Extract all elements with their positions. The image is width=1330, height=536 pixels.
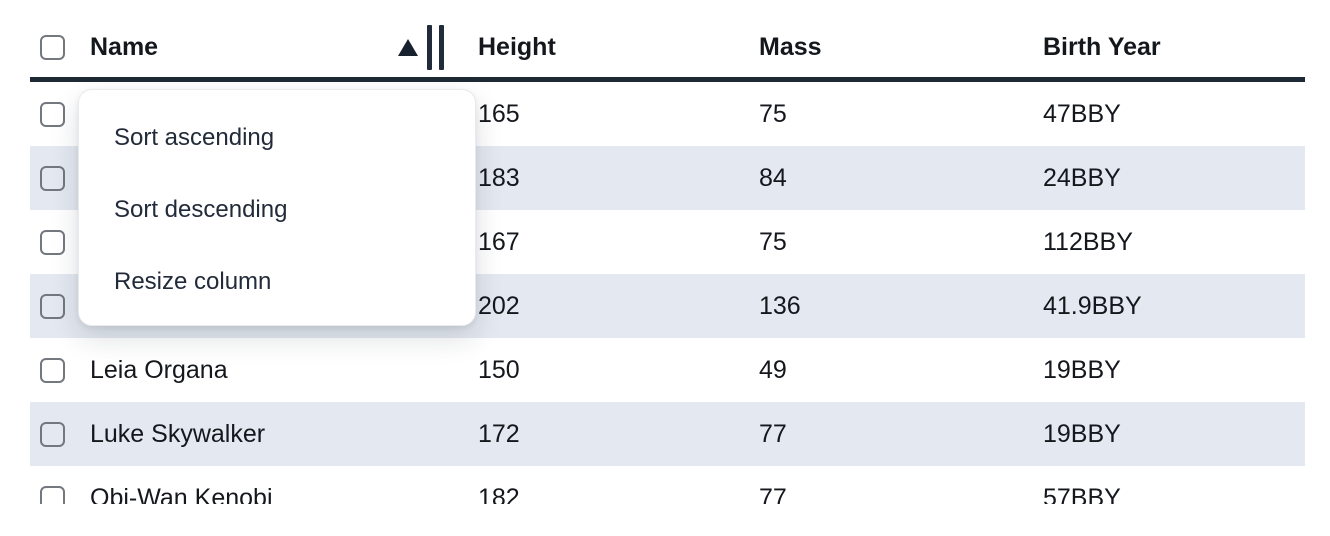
cell-height: 183 (478, 163, 520, 192)
menu-item-sort-descending[interactable]: Sort descending (114, 196, 288, 223)
row-checkbox[interactable] (40, 421, 65, 447)
cell-mass: 75 (759, 99, 787, 128)
row-checkbox[interactable] (40, 229, 65, 255)
row-select-cell (30, 421, 90, 447)
cell-name: Leia Organa (90, 355, 228, 384)
column-header-height[interactable]: Height (478, 33, 759, 62)
cell-height: 172 (478, 419, 520, 448)
cell-mass: 77 (759, 483, 787, 505)
table-header-row: Name Height Mass Birth Year (30, 18, 1305, 82)
cell-mass: 84 (759, 163, 787, 192)
cell-birth-year: 24BBY (1043, 163, 1121, 192)
row-checkbox[interactable] (40, 293, 65, 319)
sort-ascending-icon (398, 39, 418, 56)
select-all-cell (30, 35, 90, 60)
cell-birth-year: 112BBY (1043, 227, 1133, 256)
row-checkbox[interactable] (40, 357, 65, 383)
column-header-mass-label: Mass (759, 33, 822, 61)
cell-height: 165 (478, 99, 520, 128)
row-checkbox[interactable] (40, 485, 65, 504)
row-select-cell (30, 485, 90, 504)
column-header-birth-year[interactable]: Birth Year (1043, 33, 1305, 62)
table-row: Leia Organa 150 49 19BBY (30, 338, 1305, 402)
cell-mass: 136 (759, 291, 801, 320)
cell-height: 150 (478, 355, 520, 384)
cell-height: 167 (478, 227, 520, 256)
column-resize-handle[interactable] (427, 25, 444, 70)
column-header-height-label: Height (478, 33, 556, 61)
cell-birth-year: 19BBY (1043, 355, 1121, 384)
row-select-cell (30, 293, 90, 319)
cell-birth-year: 57BBY (1043, 483, 1121, 505)
cell-mass: 77 (759, 419, 787, 448)
cell-name: Obi-Wan Kenobi (90, 483, 273, 505)
cell-birth-year: 41.9BBY (1043, 291, 1142, 320)
column-header-name-label: Name (90, 33, 159, 61)
column-header-name[interactable]: Name (90, 25, 478, 70)
cell-height: 182 (478, 483, 520, 505)
column-header-mass[interactable]: Mass (759, 33, 1043, 62)
table-row: Obi-Wan Kenobi 182 77 57BBY (30, 466, 1305, 504)
menu-item-resize-column[interactable]: Resize column (114, 268, 272, 295)
column-context-menu: Sort ascending Sort descending Resize co… (78, 89, 476, 326)
table-row: Luke Skywalker 172 77 19BBY (30, 402, 1305, 466)
row-checkbox[interactable] (40, 101, 65, 127)
cell-height: 202 (478, 291, 520, 320)
column-header-birth-year-label: Birth Year (1043, 33, 1161, 61)
row-select-cell (30, 357, 90, 383)
row-select-cell (30, 101, 90, 127)
cell-birth-year: 19BBY (1043, 419, 1121, 448)
cell-mass: 75 (759, 227, 787, 256)
row-select-cell (30, 229, 90, 255)
row-select-cell (30, 165, 90, 191)
menu-item-sort-ascending[interactable]: Sort ascending (114, 124, 275, 151)
row-checkbox[interactable] (40, 165, 65, 191)
cell-birth-year: 47BBY (1043, 99, 1121, 128)
cell-name: Luke Skywalker (90, 419, 266, 448)
cell-mass: 49 (759, 355, 787, 384)
select-all-checkbox[interactable] (40, 35, 65, 60)
